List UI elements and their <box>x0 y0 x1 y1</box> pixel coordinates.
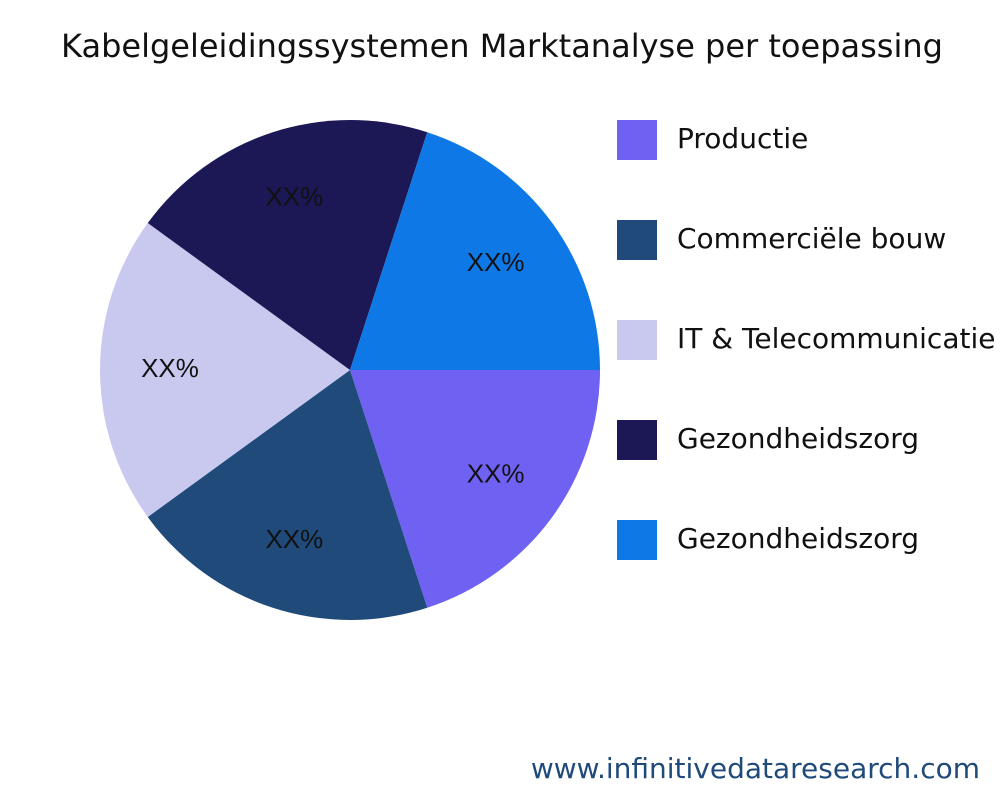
value-label: XX% <box>265 524 323 554</box>
legend-swatch <box>617 220 657 260</box>
legend-swatch <box>617 420 657 460</box>
pie-slice <box>147 370 428 620</box>
legend-label: IT & Telecommunicatie <box>677 322 995 355</box>
legend-label: Gezondheidszorg <box>677 422 919 455</box>
value-label: XX% <box>467 247 525 277</box>
legend-swatch <box>617 520 657 560</box>
pie-slice <box>350 132 600 370</box>
pie-slice <box>350 370 600 608</box>
footer: www.infinitivedataresearch.com <box>531 752 980 785</box>
legend-swatch <box>617 320 657 360</box>
pie-slice <box>100 223 350 517</box>
chart-title: Kabelgeleidingssystemen Marktanalyse per… <box>61 27 943 65</box>
value-label: XX% <box>141 353 199 383</box>
legend-label: Productie <box>677 122 808 155</box>
legend-swatch <box>617 120 657 160</box>
legend-label: Gezondheidszorg <box>677 522 919 555</box>
legend-label: Commerciële bouw <box>677 222 946 255</box>
pie-slice <box>147 120 428 370</box>
value-label: XX% <box>265 182 323 212</box>
value-label: XX% <box>467 459 525 489</box>
